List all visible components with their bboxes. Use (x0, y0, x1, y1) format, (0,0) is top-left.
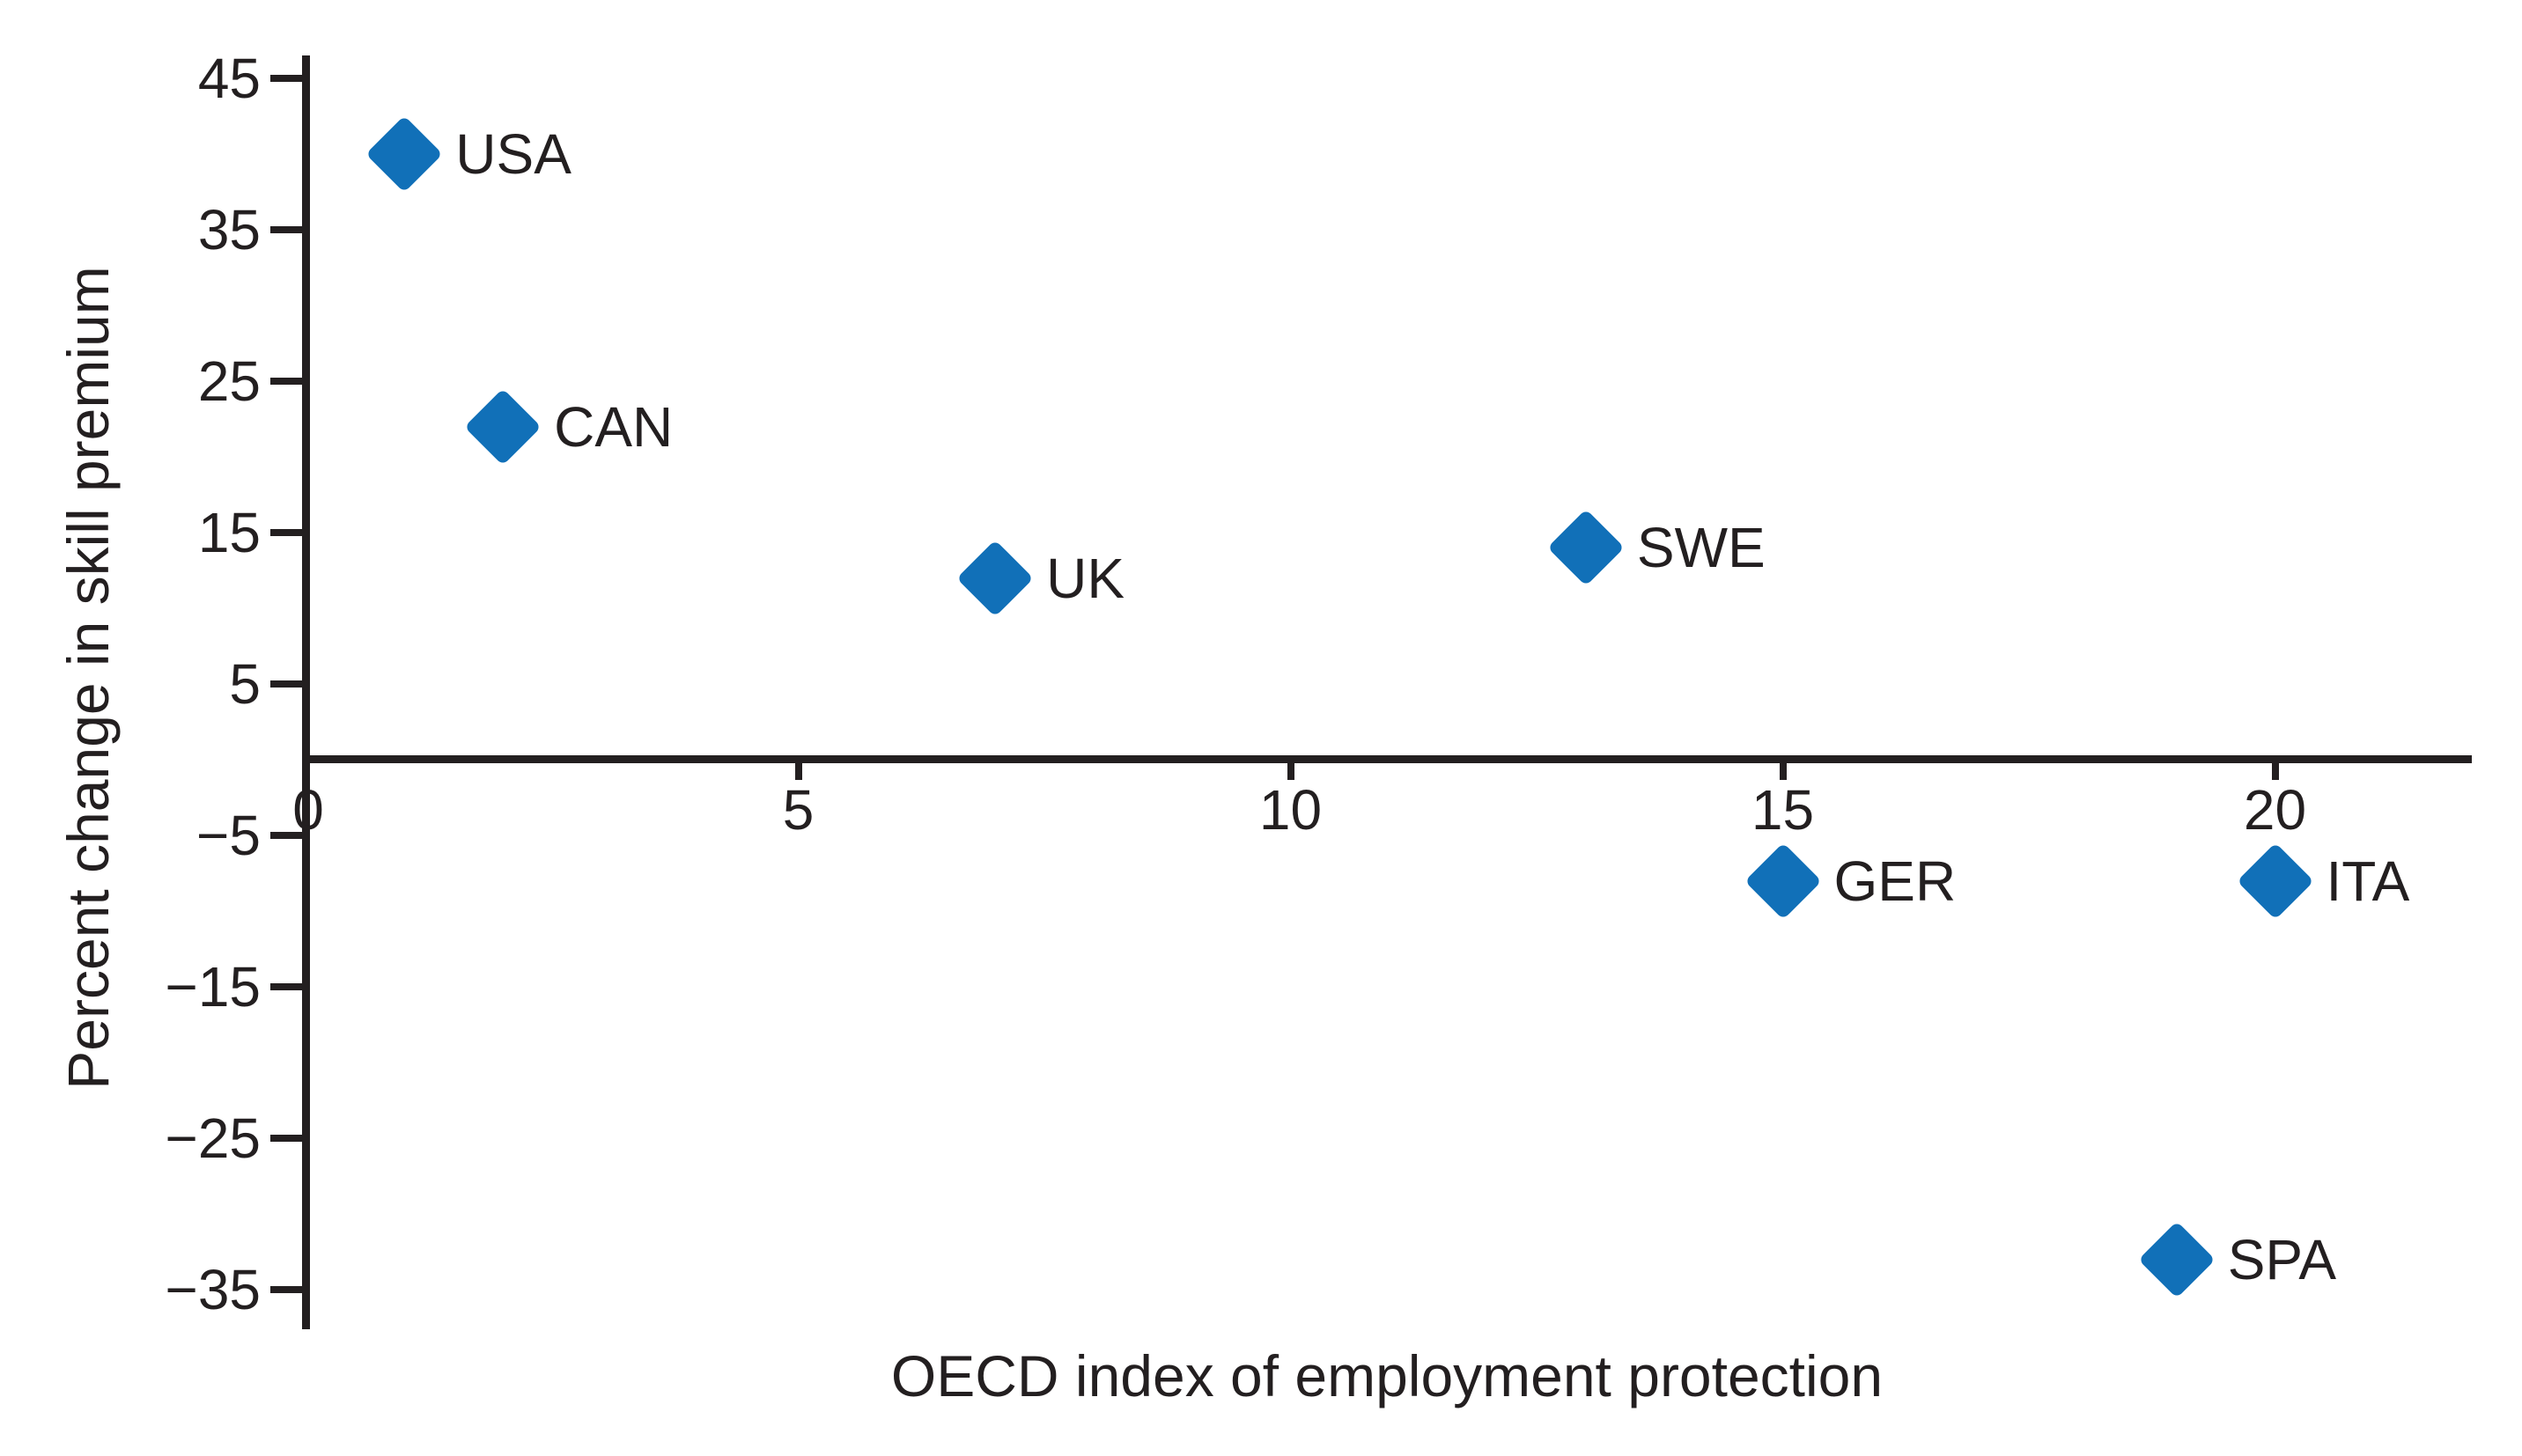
y-axis-title: Percent change in skill premium (55, 266, 121, 1090)
y-tick-mark (270, 75, 303, 82)
y-tick-label: −35 (165, 1258, 261, 1321)
x-tick-mark (1287, 763, 1294, 780)
y-tick-mark (270, 378, 303, 385)
x-tick-label: 0 (292, 778, 324, 842)
data-point-label: UK (1046, 546, 1125, 610)
x-axis-title: OECD index of employment protection (890, 1343, 1884, 1408)
data-point-marker (365, 115, 444, 193)
y-tick-label: 25 (197, 349, 261, 413)
x-tick-mark (794, 763, 802, 780)
data-point-marker (2236, 842, 2314, 920)
y-tick-mark (270, 1286, 303, 1293)
data-point-marker (2137, 1220, 2216, 1298)
y-tick-label: 15 (197, 501, 261, 564)
data-point-label: ITA (2326, 849, 2410, 913)
y-tick-mark (270, 680, 303, 688)
y-tick-mark (270, 832, 303, 839)
x-axis-line (302, 755, 2472, 763)
data-point-marker (1744, 842, 1822, 920)
data-point-label: GER (1833, 849, 1957, 913)
y-tick-label: −25 (165, 1107, 261, 1170)
x-tick-label: 5 (782, 778, 815, 842)
y-tick-mark (270, 1135, 303, 1142)
data-point-label: SPA (2227, 1227, 2336, 1291)
y-tick-mark (270, 983, 303, 990)
x-tick-mark (2271, 763, 2279, 780)
y-tick-label: −5 (196, 804, 261, 867)
y-tick-mark (270, 226, 303, 233)
x-tick-label: 20 (2243, 778, 2307, 842)
x-tick-label: 15 (1751, 778, 1815, 842)
data-point-label: USA (455, 122, 572, 186)
y-tick-label: 35 (197, 198, 261, 261)
y-tick-mark (270, 529, 303, 536)
data-point-marker (956, 539, 1034, 617)
y-tick-label: 5 (229, 652, 261, 716)
data-point-marker (464, 387, 542, 466)
x-tick-mark (1779, 763, 1787, 780)
data-point-label: SWE (1636, 516, 1766, 580)
x-tick-label: 10 (1258, 778, 1323, 842)
y-axis-line (302, 55, 310, 1329)
data-point-label: CAN (554, 394, 674, 459)
y-tick-label: −15 (165, 955, 261, 1018)
data-point-marker (1547, 509, 1625, 587)
y-tick-label: 45 (197, 47, 261, 110)
